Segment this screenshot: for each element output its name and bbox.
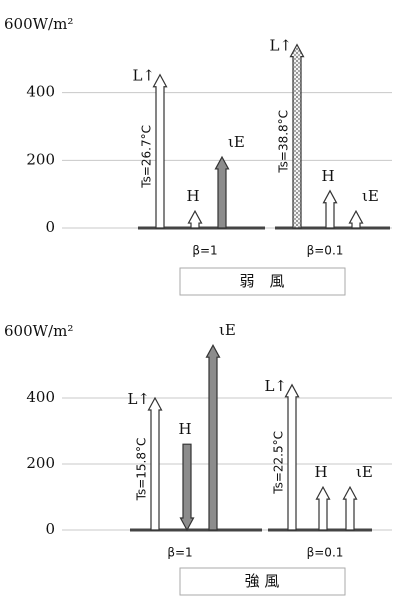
series-label: L↑ [269,37,292,55]
caption: 弱 風 [239,272,284,290]
flux-arrow [205,343,221,531]
flux-arrow [152,73,168,229]
flux-arrow [348,209,364,229]
caption-box [179,267,346,296]
y-tick-label: 200 [26,150,55,168]
series-label: ιE [362,187,379,205]
series-label: H [314,463,327,481]
series-label: L↑ [127,390,150,408]
surface-temp: Ts=38.8°C [277,110,291,174]
surface-temp: Ts=22.5°C [272,431,286,495]
y-tick-label: 600W/m² [4,15,73,33]
flux-arrow [289,43,305,229]
series-label: L↑ [132,67,155,85]
y-tick-label: 600W/m² [4,322,73,340]
caption-box [179,567,346,596]
flux-arrow [284,383,300,531]
y-tick-label: 200 [26,454,55,472]
flux-arrow [214,155,230,229]
series-label: H [321,167,334,185]
series-label: ιE [219,321,236,339]
category-label: β=1 [167,546,192,560]
flux-arrow [179,443,195,532]
surface-temp: Ts=15.8°C [135,438,149,502]
category-label: β=0.1 [307,546,344,560]
y-tick-label: 0 [45,520,55,538]
flux-arrow [342,485,358,531]
category-label: β=1 [192,244,217,258]
y-tick-label: 0 [45,218,55,236]
flux-arrow [147,396,163,531]
y-tick-label: 400 [26,83,55,101]
y-tick-label: 400 [26,388,55,406]
series-label: H [186,187,199,205]
flux-arrow [322,189,338,229]
series-label: ιE [356,463,373,481]
flux-arrow [315,485,331,531]
category-label: β=0.1 [307,244,344,258]
series-label: L↑ [264,377,287,395]
series-label: ιE [228,133,245,151]
caption: 強 風 [245,572,280,590]
surface-temp: Ts=26.7°C [140,125,154,189]
flux-arrow [187,209,203,229]
series-label: H [178,420,191,438]
